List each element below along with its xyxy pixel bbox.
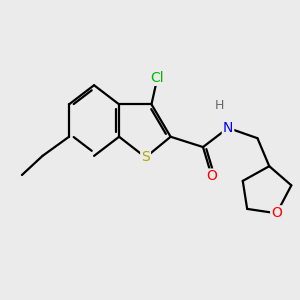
- Text: N: N: [223, 121, 233, 135]
- Text: S: S: [141, 150, 150, 164]
- Text: O: O: [206, 169, 217, 184]
- Text: H: H: [214, 99, 224, 112]
- Text: O: O: [271, 206, 282, 220]
- Text: Cl: Cl: [151, 71, 164, 85]
